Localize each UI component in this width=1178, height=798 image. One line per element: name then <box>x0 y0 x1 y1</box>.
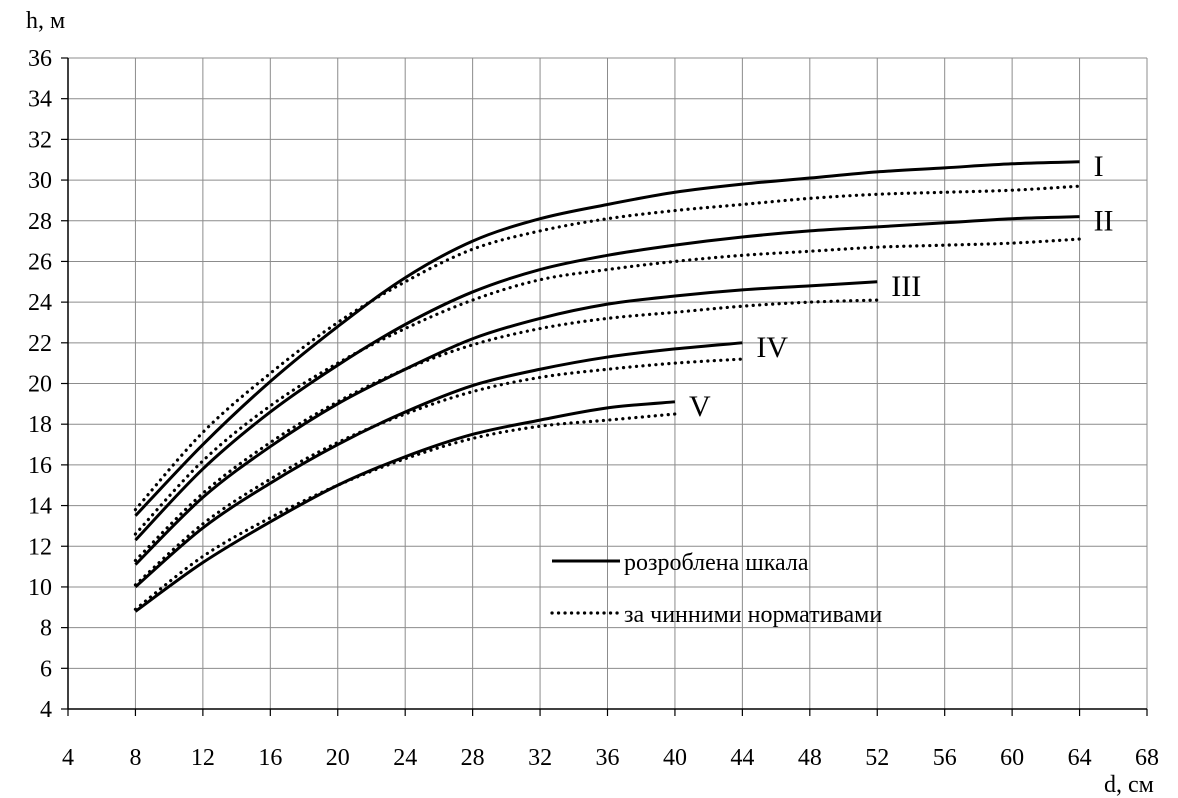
y-tick-label: 18 <box>28 412 52 438</box>
x-tick-label: 12 <box>191 745 215 771</box>
y-tick-label: 22 <box>28 331 52 357</box>
x-tick-labels: 4 8 12 16 20 24 28 32 36 40 44 48 52 56 60 64 68 <box>62 745 1159 771</box>
x-tick-label: 56 <box>933 745 957 771</box>
y-tick-label: 4 <box>40 697 52 723</box>
y-tick-label: 24 <box>28 290 52 316</box>
x-tick-label: 16 <box>258 745 282 771</box>
legend: розроблена шкала за чинними нормативами <box>550 550 882 628</box>
series-line-iv-dotted <box>133 357 744 587</box>
grid <box>67 57 1148 710</box>
series-lines <box>133 160 1082 613</box>
x-tick-label: 64 <box>1068 745 1092 771</box>
series-line-i-dotted <box>133 184 1082 512</box>
y-tick-label: 8 <box>40 616 52 642</box>
y-tick-label: 20 <box>28 372 52 398</box>
series-line-iii-dotted <box>133 298 879 563</box>
x-tick-label: 44 <box>730 745 754 771</box>
y-tick-label: 16 <box>28 453 52 479</box>
x-tick-label: 68 <box>1135 745 1159 771</box>
series-line-ii-dotted <box>133 237 1082 536</box>
class-label-iii: III <box>891 270 921 303</box>
class-label-iv: IV <box>756 331 788 364</box>
series-line-iii-solid <box>134 280 878 566</box>
y-tick-labels: 4 6 8 10 12 14 16 18 20 22 24 26 28 30 32 34 36 <box>28 46 52 723</box>
x-tick-label: 8 <box>129 745 141 771</box>
y-tick-label: 14 <box>28 494 52 520</box>
x-tick-label: 52 <box>865 745 889 771</box>
x-axis-label: d, см <box>1104 772 1154 798</box>
x-tick-label: 40 <box>663 745 687 771</box>
x-tick-label: 20 <box>326 745 350 771</box>
x-tick-label: 48 <box>798 745 822 771</box>
legend-label-dotted: за чинними нормативами <box>624 602 882 628</box>
y-tick-label: 6 <box>40 656 52 682</box>
series-line-iv-solid <box>134 341 743 589</box>
legend-label-solid: розроблена шкала <box>624 550 809 576</box>
y-tick-label: 10 <box>28 575 52 601</box>
series-line-ii-solid <box>134 215 1080 542</box>
series-line-v-solid <box>134 400 676 613</box>
class-label-i: I <box>1094 150 1104 183</box>
y-tick-label: 26 <box>28 249 52 275</box>
x-tick-label: 4 <box>62 745 74 771</box>
x-tick-label: 36 <box>596 745 620 771</box>
x-tick-label: 24 <box>393 745 417 771</box>
y-tick-label: 28 <box>28 209 52 235</box>
axes <box>61 57 1148 716</box>
class-label-ii: II <box>1094 205 1114 238</box>
y-tick-label: 12 <box>28 534 52 560</box>
y-tick-label: 32 <box>28 127 52 153</box>
y-tick-label: 30 <box>28 168 52 194</box>
x-tick-label: 60 <box>1000 745 1024 771</box>
series-line-i-solid <box>134 160 1080 517</box>
x-tick-label: 28 <box>461 745 485 771</box>
x-tick-label: 32 <box>528 745 552 771</box>
y-axis-label: h, м <box>26 8 65 34</box>
series-line-v-dotted <box>133 412 677 611</box>
y-tick-label: 34 <box>28 87 52 113</box>
y-tick-label: 36 <box>28 46 52 72</box>
class-label-v: V <box>689 390 711 423</box>
